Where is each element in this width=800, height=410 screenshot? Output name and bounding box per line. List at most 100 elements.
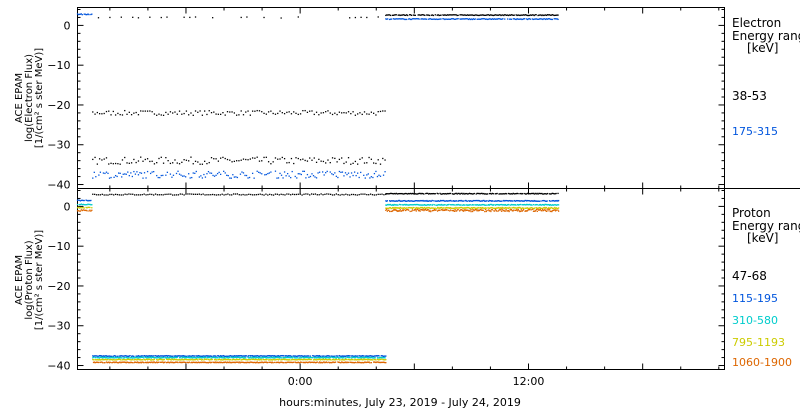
- data-point: [153, 170, 155, 173]
- data-point: [290, 157, 293, 160]
- data-point: [274, 357, 277, 359]
- data-point: [274, 359, 276, 361]
- data-point: [119, 113, 121, 116]
- data-point: [321, 362, 323, 364]
- data-point: [138, 355, 140, 357]
- data-point: [417, 204, 420, 206]
- data-point: [539, 14, 541, 16]
- data-point: [419, 200, 421, 202]
- data-point: [506, 204, 509, 206]
- data-point: [297, 173, 299, 175]
- data-point: [362, 358, 364, 360]
- data-point: [161, 361, 163, 363]
- data-point: [534, 18, 536, 20]
- series-47-68: [92, 192, 559, 196]
- data-point: [284, 356, 287, 359]
- data-point: [309, 355, 312, 357]
- data-point: [236, 361, 239, 363]
- data-point: [491, 204, 494, 206]
- data-point: [290, 113, 293, 115]
- data-point: [478, 18, 480, 20]
- data-point: [159, 361, 162, 363]
- data-point: [265, 193, 267, 195]
- data-point: [359, 112, 361, 114]
- data-point: [183, 361, 185, 363]
- data-point: [124, 109, 126, 112]
- data-point: [409, 200, 411, 202]
- data-point: [540, 209, 542, 212]
- data-point: [245, 362, 248, 364]
- data-point: [406, 209, 408, 211]
- data-point: [256, 109, 258, 112]
- data-point: [348, 359, 350, 361]
- data-point: [96, 111, 98, 114]
- data-point: [297, 361, 299, 363]
- data-point: [152, 362, 154, 364]
- data-point: [348, 355, 350, 357]
- data-point: [112, 356, 114, 358]
- data-point: [464, 193, 466, 195]
- data-point: [468, 18, 471, 20]
- data-point: [339, 359, 341, 361]
- data-point: [541, 200, 544, 202]
- data-point: [285, 362, 287, 364]
- data-point: [148, 356, 150, 358]
- data-point: [224, 361, 226, 363]
- data-point: [294, 355, 296, 357]
- data-point: [395, 206, 397, 209]
- data-point: [255, 194, 258, 196]
- data-point: [177, 354, 179, 357]
- data-point: [522, 200, 525, 202]
- data-point: [453, 18, 455, 20]
- data-point: [271, 355, 273, 357]
- data-point: [421, 200, 424, 202]
- data-point: [337, 194, 339, 196]
- data-point: [423, 207, 425, 209]
- data-point: [79, 210, 82, 212]
- data-point: [298, 358, 300, 360]
- data-point: [85, 206, 87, 209]
- data-point: [274, 193, 277, 195]
- data-point: [388, 203, 391, 206]
- data-point: [527, 204, 529, 206]
- data-point: [210, 357, 213, 359]
- data-point: [424, 200, 427, 202]
- data-point: [445, 192, 447, 195]
- data-point: [117, 362, 119, 364]
- data-point: [466, 192, 468, 195]
- data-point: [484, 204, 487, 206]
- data-point: [170, 356, 172, 359]
- data-point: [443, 204, 446, 206]
- data-point: [471, 210, 474, 213]
- data-point: [137, 17, 140, 19]
- data-point: [479, 208, 481, 211]
- data-point: [385, 200, 388, 202]
- data-point: [537, 208, 539, 211]
- data-point: [242, 358, 245, 361]
- data-point: [234, 358, 236, 361]
- data-point: [524, 18, 526, 20]
- data-point: [297, 355, 299, 357]
- data-point: [473, 14, 475, 17]
- data-point: [193, 357, 195, 359]
- data-point: [136, 355, 138, 357]
- data-point: [384, 357, 386, 359]
- data-point: [547, 203, 549, 206]
- data-point: [375, 355, 377, 357]
- data-point: [448, 192, 451, 195]
- data-point: [185, 159, 188, 161]
- data-point: [97, 355, 99, 357]
- data-point: [306, 356, 308, 359]
- data-point: [156, 357, 158, 359]
- data-point: [206, 113, 208, 116]
- data-point: [358, 176, 360, 179]
- data-point: [237, 361, 239, 363]
- data-point: [387, 203, 389, 206]
- data-point: [513, 18, 515, 20]
- data-point: [519, 204, 521, 206]
- data-point: [235, 361, 237, 363]
- data-point: [423, 200, 426, 202]
- data-point: [458, 204, 460, 206]
- data-point: [359, 158, 361, 160]
